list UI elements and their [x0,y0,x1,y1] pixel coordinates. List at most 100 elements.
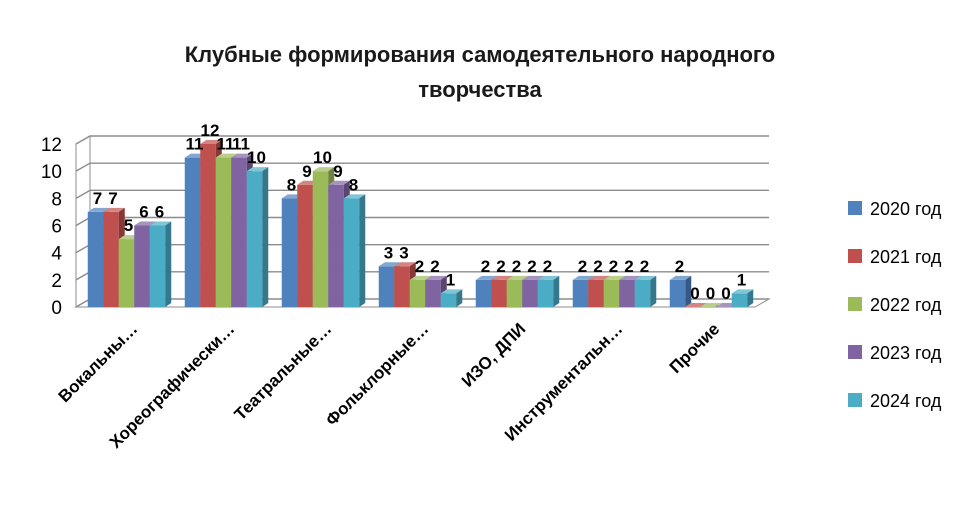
data-label: 10 [247,148,266,167]
bar-front [134,225,150,307]
bar-front [312,171,329,307]
bar-top [312,167,335,172]
bar [634,275,657,307]
y-tick-label: 6 [51,217,62,238]
data-label: 2 [496,257,505,276]
bar-front [588,279,604,307]
bar-front [215,157,232,307]
bar-top [149,221,172,226]
data-label: 12 [201,121,220,140]
data-label: 2 [481,257,490,276]
bar-top [215,153,238,158]
data-label: 1 [737,270,746,289]
gridline [75,189,769,199]
data-label: 2 [640,257,649,276]
bar-side [359,194,366,307]
x-tick-label: Фольклорные… [322,319,432,429]
bar-front [619,279,635,307]
bar-front [440,293,457,307]
data-label: 11 [232,135,250,154]
gridline [75,135,769,145]
bar-front [394,266,410,307]
bar-side [747,289,754,307]
bar-front [537,279,554,307]
y-tick-label: 12 [41,135,62,156]
bar-top [425,275,447,280]
bar-top [537,275,560,280]
bar-front [506,279,523,307]
bar-side [553,275,560,307]
chart-title-line-2: творчества [418,77,542,102]
y-tick-label: 4 [51,244,62,265]
bar-front [246,171,263,307]
bar [149,221,172,307]
data-label: 6 [139,203,148,222]
x-tick-label: ИЗО, ДПИ [458,319,529,390]
bar [669,275,692,307]
data-label: 1 [446,270,455,289]
data-label: 7 [93,189,102,208]
bar-top [619,275,641,280]
bar-front [409,279,426,307]
data-label: 9 [333,162,342,181]
bar-top [328,180,350,185]
y-axis: 0 2 4 6 8 10 12 [41,135,63,319]
bar-front [297,184,313,307]
bar-front [731,293,748,307]
data-label: 6 [155,203,164,222]
x-axis: Вокальны…Хореографически…Театральные…Фол… [55,319,724,452]
bar [731,289,754,307]
bar-front [522,279,538,307]
y-tick-label: 8 [51,189,62,210]
y-tick-label: 0 [51,298,62,319]
data-label: 3 [384,243,393,262]
bar-side [650,275,657,307]
bar [343,194,366,307]
legend-item: 2021 год [848,247,942,267]
bar-front [669,279,686,307]
bar-top [506,275,529,280]
legend-label: 2023 год [870,343,942,363]
bar-top [409,275,432,280]
bar-top [603,275,626,280]
bar [246,167,269,307]
legend-item: 2020 год [848,199,942,219]
bar-front [378,266,395,307]
data-label: 11 [186,135,204,154]
bar-front [184,157,201,307]
bar-top [378,262,401,267]
bar-side [165,221,172,307]
bar-front [572,279,589,307]
bar-side [456,289,463,307]
legend-swatch [848,345,862,359]
bar-side [685,275,692,307]
data-label: 3 [399,243,408,262]
data-label: 2 [624,257,633,276]
bar-top [491,275,513,280]
bar-front [634,279,651,307]
data-label: 10 [313,148,332,167]
y-tick-label: 2 [51,271,62,292]
legend-item: 2023 год [848,343,942,363]
legend-item: 2022 год [848,295,942,315]
bar-front [87,211,104,307]
data-label: 0 [721,284,730,303]
bar-front [343,198,360,307]
data-label: 11 [217,135,235,154]
bar-top [522,275,544,280]
legend-swatch [848,393,862,407]
data-label: 2 [430,257,439,276]
legend: 2020 год 2021 год 2022 год 2023 год 2024 год [848,199,942,411]
bar-front [231,157,247,307]
data-label: 2 [675,257,684,276]
data-label: 8 [349,175,358,194]
legend-label: 2020 год [870,199,942,219]
data-label: 8 [287,175,296,194]
legend-label: 2021 год [870,247,942,267]
bar-top [246,167,269,172]
x-tick-label: Прочие [666,319,724,377]
legend-swatch [848,297,862,311]
bar-front [475,279,492,307]
bar-top [87,207,110,212]
bar-top [669,275,692,280]
